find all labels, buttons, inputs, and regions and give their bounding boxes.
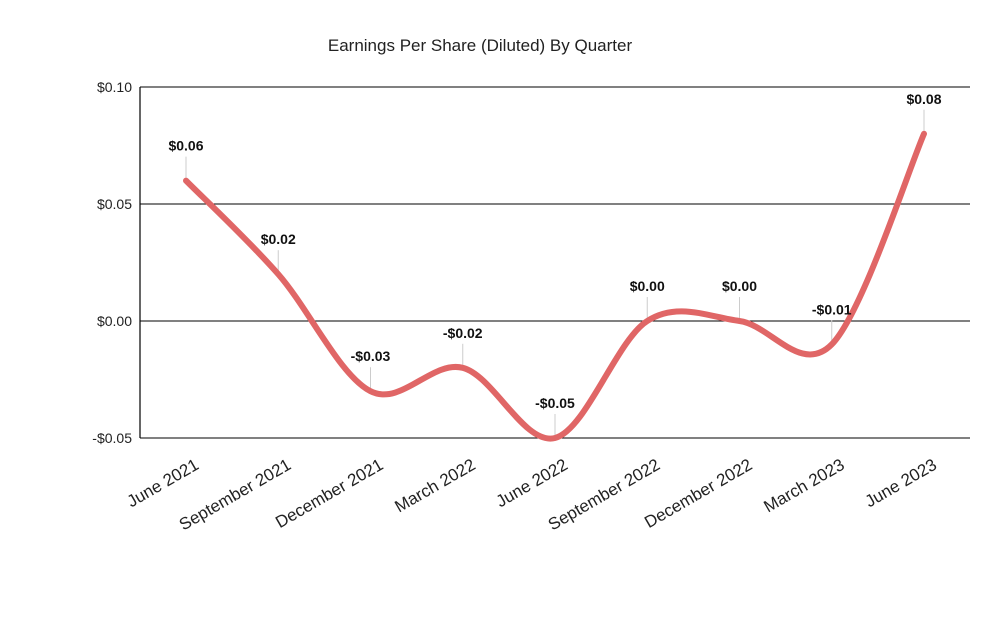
data-point [368, 388, 374, 394]
x-tick-label: June 2023 [862, 455, 940, 511]
data-point [829, 341, 835, 347]
data-label: $0.02 [261, 231, 296, 247]
data-point [921, 131, 927, 137]
y-tick-label: $0.10 [97, 79, 132, 95]
series-line-layer [183, 130, 927, 442]
x-tick-label: June 2022 [493, 455, 571, 511]
data-label: $0.06 [168, 138, 203, 154]
y-tick-label: -$0.05 [92, 430, 132, 446]
y-tick-label: $0.00 [97, 313, 132, 329]
data-label: $0.00 [630, 278, 665, 294]
x-tick-label: March 2022 [391, 455, 478, 516]
data-label: $0.00 [722, 278, 757, 294]
data-label: -$0.01 [812, 301, 852, 317]
data-point [275, 271, 281, 277]
data-label: -$0.05 [535, 395, 575, 411]
chart-title: Earnings Per Share (Diluted) By Quarter [328, 36, 633, 55]
series-line [183, 130, 927, 442]
data-point [737, 318, 743, 324]
x-tick-label: March 2023 [760, 455, 847, 516]
data-label: -$0.03 [351, 348, 391, 364]
data-point [644, 318, 650, 324]
gridlines [139, 86, 970, 439]
data-point [183, 178, 189, 184]
x-tick-label: June 2021 [124, 455, 202, 511]
data-label: $0.08 [906, 91, 941, 107]
data-point [552, 435, 558, 441]
y-axis-ticks: $0.10 $0.05 $0.00 -$0.05 [92, 79, 132, 446]
data-label: -$0.02 [443, 325, 483, 341]
data-labels: $0.06 $0.02 -$0.03 -$0.02 -$0.05 $0.00 $0.00 -$… [168, 91, 941, 411]
data-point [460, 365, 466, 371]
data-label-leaders [185, 109, 925, 435]
y-tick-label: $0.05 [97, 196, 132, 212]
